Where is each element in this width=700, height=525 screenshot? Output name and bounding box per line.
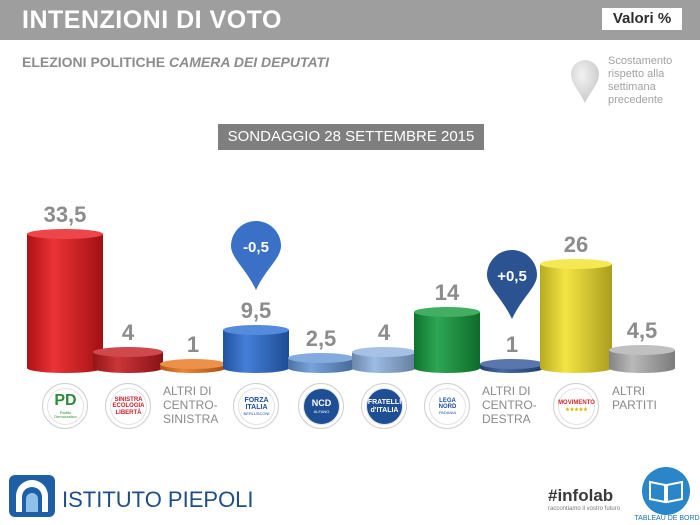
bar-value-label-3: 1 — [187, 332, 199, 357]
pin-icon — [571, 60, 599, 103]
party-label-3: ALTRI DI CENTRO- SINISTRA — [163, 384, 218, 426]
party-logo-text: FORZA — [244, 396, 269, 404]
bar-value-label-1: 33,5 — [44, 202, 87, 227]
subtitle: ELEZIONI POLITICHE CAMERA DEI DEPUTATI — [22, 54, 329, 70]
shift-legend: Scostamento rispetto alla settimana prec… — [570, 55, 690, 110]
party-logo-text: LIBERTÀ — [115, 409, 142, 416]
bar-value-label-6: 4 — [378, 320, 391, 345]
infolab-logo: #infolab raccontiamo il vostro futuro — [548, 486, 620, 512]
party-logo-7: LEGA NORD PADANIA — [424, 383, 470, 429]
bar-value-label-10: 4,5 — [627, 318, 658, 343]
party-logo-1: PD Partito Democratico — [42, 383, 88, 429]
change-marker-1 — [231, 221, 281, 290]
party-label-line: ALTRI DI — [163, 384, 212, 398]
party-logo-2: SINISTRA ECOLOGIA LIBERTÀ — [105, 383, 151, 429]
party-logo-caption: PADANIA — [438, 410, 457, 416]
party-logo-text: NCD — [311, 398, 332, 409]
bar-value-label-4: 9,5 — [241, 298, 272, 323]
party-logo-text: FRATELLI — [367, 399, 402, 407]
infolab-title: #infolab — [548, 486, 614, 505]
bar-value-label-2: 4 — [122, 320, 135, 345]
party-label-line: PARTITI — [612, 398, 657, 412]
party-logo-text: d'ITALIA — [370, 406, 399, 414]
party-logo-text: ECOLOGIA — [112, 403, 145, 410]
party-label-10: ALTRI PARTITI — [612, 384, 657, 412]
party-logo-caption: BERLUSCONI — [243, 411, 270, 417]
party-label-line: ALTRI — [612, 384, 646, 398]
bar-5 — [288, 353, 354, 373]
unit-label: Valori % — [602, 8, 682, 30]
book-icon — [642, 467, 690, 515]
bar-value-label-8: 1 — [506, 332, 518, 357]
party-label-line: ALTRI DI — [482, 384, 531, 398]
survey-date-label: SONDAGGIO 28 SETTEMBRE 2015 — [218, 124, 484, 150]
bar-7 — [414, 307, 480, 373]
bar-value-label-7: 14 — [435, 280, 460, 305]
party-label-line: CENTRO- — [163, 398, 218, 412]
shift-legend-text: Scostamento rispetto alla settimana prec… — [608, 55, 673, 106]
infolab-tagline: raccontiamo il vostro futuro — [548, 506, 621, 512]
party-logo-text: SINISTRA — [114, 397, 143, 404]
page-title: INTENZIONI DI VOTO — [22, 6, 282, 34]
change-marker-label-1: -0,5 — [243, 239, 269, 256]
party-label-line: SINISTRA — [163, 412, 219, 426]
party-logo-5: NCD ALFANO — [298, 383, 344, 429]
subtitle-prefix: ELEZIONI POLITICHE — [22, 54, 166, 70]
bar-value-label-9: 26 — [564, 232, 588, 257]
party-logo-text: ITALIA — [245, 403, 268, 411]
party-label-8: ALTRI DI CENTRO- DESTRA — [482, 384, 537, 426]
party-logo-caption: Partito Democratico — [54, 410, 77, 420]
bar-3 — [160, 359, 226, 373]
party-logo-4: FORZA ITALIA BERLUSCONI — [233, 383, 279, 429]
brand-name: ISTITUTO PIEPOLI — [62, 487, 254, 512]
party-logo-9: MOVIMENTO ★★★★★ — [553, 383, 599, 429]
header-bar: INTENZIONI DI VOTO Valori % — [0, 0, 700, 40]
change-marker-label-2: +0,5 — [497, 268, 527, 285]
bar-4 — [223, 325, 289, 373]
bar-2 — [93, 347, 163, 373]
party-label-line: CENTRO- — [482, 398, 537, 412]
party-logo-text: MOVIMENTO — [558, 400, 595, 407]
bar-1 — [27, 229, 103, 373]
party-logo-6: FRATELLI d'ITALIA — [361, 383, 407, 429]
bar-8 — [480, 359, 544, 373]
party-logo-caption: ALFANO — [313, 408, 330, 414]
tableau-label: TABLEAU DE BORD — [634, 515, 700, 522]
party-logo-text: PD — [54, 392, 77, 410]
tableau-logo: TABLEAU DE BORD — [634, 466, 700, 522]
bar-9 — [540, 259, 612, 373]
party-label-line: DESTRA — [482, 412, 531, 426]
subtitle-emphasis: CAMERA DEI DEPUTATI — [169, 54, 329, 70]
change-marker-2 — [487, 250, 537, 319]
party-logo-caption: ★★★★★ — [565, 406, 588, 413]
piepoli-arch-icon — [9, 475, 55, 517]
party-logo-text: LEGA NORD — [438, 397, 457, 410]
bar-value-label-5: 2,5 — [306, 326, 337, 351]
piepoli-logo: ISTITUTO PIEPOLI — [8, 474, 254, 523]
bar-10 — [609, 345, 675, 373]
bar-6 — [352, 347, 416, 373]
